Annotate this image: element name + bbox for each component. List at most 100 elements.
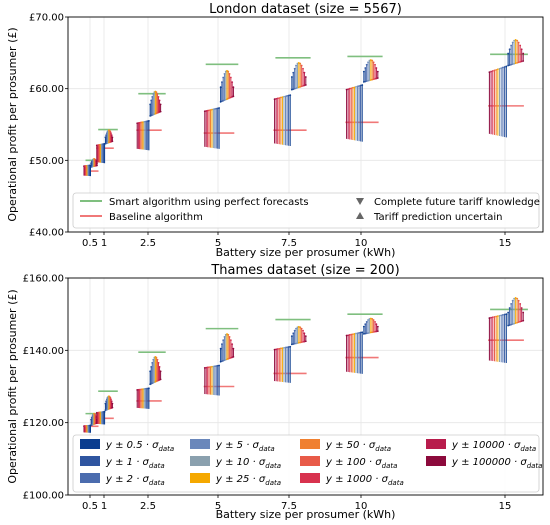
triangle-down-icon — [356, 198, 364, 205]
uncertain-cap — [513, 297, 516, 300]
legend-label: Baseline algorithm — [109, 212, 203, 223]
range-cap — [490, 70, 492, 73]
range-cap — [203, 110, 206, 113]
uncertain-cap — [231, 343, 234, 346]
range-cap — [350, 87, 353, 90]
uncertain-cap — [293, 67, 296, 70]
uncertain-cap — [510, 44, 513, 47]
uncertain-cap — [303, 332, 306, 335]
range-cap — [148, 387, 150, 390]
uncertain-cap — [96, 164, 98, 167]
uncertain-cap — [511, 299, 514, 302]
uncertain-cap — [514, 62, 517, 65]
uncertain-cap — [293, 342, 296, 345]
uncertain-cap — [375, 330, 378, 333]
uncertain-cap — [514, 39, 517, 41]
uncertain-cap — [299, 341, 302, 344]
uncertain-cap — [149, 103, 152, 106]
x-tick-label: 5 — [215, 238, 221, 249]
legend-label: Smart algorithm using perfect forecasts — [109, 197, 309, 208]
uncertain-cap — [522, 311, 525, 314]
x-tick-label: 1 — [101, 238, 107, 249]
range-cap — [213, 365, 216, 368]
uncertain-cap — [110, 398, 112, 401]
range-cap — [490, 316, 492, 319]
uncertain-cap — [367, 61, 369, 64]
uncertain-cap — [110, 132, 112, 135]
uncertain-cap — [375, 67, 378, 69]
uncertain-cap — [374, 63, 376, 66]
uncertain-cap — [375, 77, 378, 80]
uncertain-cap — [303, 84, 306, 87]
chart-title: Thames dataset (size = 200) — [210, 263, 399, 278]
uncertain-cap — [520, 60, 523, 63]
legend-label: y ± 100000 · σdata — [451, 457, 542, 470]
uncertain-cap — [368, 318, 371, 320]
legend-label: Tariff prediction uncertain — [373, 212, 503, 223]
uncertain-cap — [228, 335, 231, 338]
range-cap — [505, 65, 508, 68]
uncertain-cap — [229, 76, 232, 79]
uncertain-cap — [302, 67, 304, 70]
uncertain-cap — [508, 64, 511, 66]
uncertain-cap — [94, 415, 97, 418]
uncertain-cap — [227, 333, 230, 336]
uncertain-cap — [109, 396, 112, 399]
uncertain-cap — [157, 361, 160, 364]
uncertain-cap — [517, 299, 520, 302]
uncertain-cap — [300, 85, 303, 88]
uncertain-cap — [232, 355, 235, 358]
range-cap — [495, 315, 498, 318]
uncertain-cap — [362, 332, 365, 335]
uncertain-cap — [290, 88, 293, 91]
range-cap — [205, 366, 208, 369]
uncertain-cap — [304, 76, 307, 78]
uncertain-cap — [371, 78, 374, 81]
range-cap — [211, 108, 213, 111]
uncertain-cap — [296, 62, 299, 65]
range-cap — [353, 86, 356, 89]
range-cap — [356, 85, 359, 88]
uncertain-cap — [300, 327, 303, 330]
legend-label: y ± 50 · σdata — [325, 440, 391, 453]
legend-color-swatch — [426, 456, 446, 466]
uncertain-cap — [368, 79, 371, 82]
range-cap — [216, 107, 219, 110]
range-cap — [358, 332, 360, 334]
uncertain-cap — [371, 318, 374, 320]
uncertain-cap — [295, 87, 297, 90]
uncertain-cap — [151, 95, 154, 98]
range-cap — [347, 88, 350, 91]
range-cap — [276, 97, 279, 100]
range-cap — [216, 364, 219, 367]
x-tick-label: 10 — [355, 238, 368, 249]
uncertain-cap — [299, 326, 302, 329]
uncertain-cap — [516, 39, 519, 42]
uncertain-cap — [159, 110, 162, 113]
uncertain-cap — [221, 81, 223, 84]
uncertain-cap — [367, 319, 369, 321]
range-cap — [212, 108, 215, 111]
legend-label: y ± 100 · σdata — [325, 457, 397, 470]
range-cap — [498, 314, 501, 317]
uncertain-cap — [372, 319, 375, 321]
uncertain-cap — [511, 63, 514, 66]
range-cap — [215, 365, 218, 367]
legend-label: y ± 0.5 · σdata — [105, 440, 174, 453]
range-cap — [358, 85, 360, 87]
range-cap — [502, 314, 504, 316]
uncertain-cap — [376, 330, 379, 333]
range-cap — [345, 334, 348, 337]
range-cap — [498, 67, 501, 70]
uncertain-cap — [295, 64, 297, 67]
range-cap — [203, 367, 206, 369]
uncertain-cap — [111, 136, 114, 139]
range-cap — [361, 84, 364, 86]
range-cap — [273, 348, 276, 351]
uncertain-cap — [222, 76, 225, 79]
range-cap — [211, 365, 213, 368]
range-cap — [218, 107, 221, 109]
uncertain-cap — [159, 103, 162, 106]
uncertain-cap — [159, 370, 162, 373]
uncertain-cap — [221, 343, 223, 346]
